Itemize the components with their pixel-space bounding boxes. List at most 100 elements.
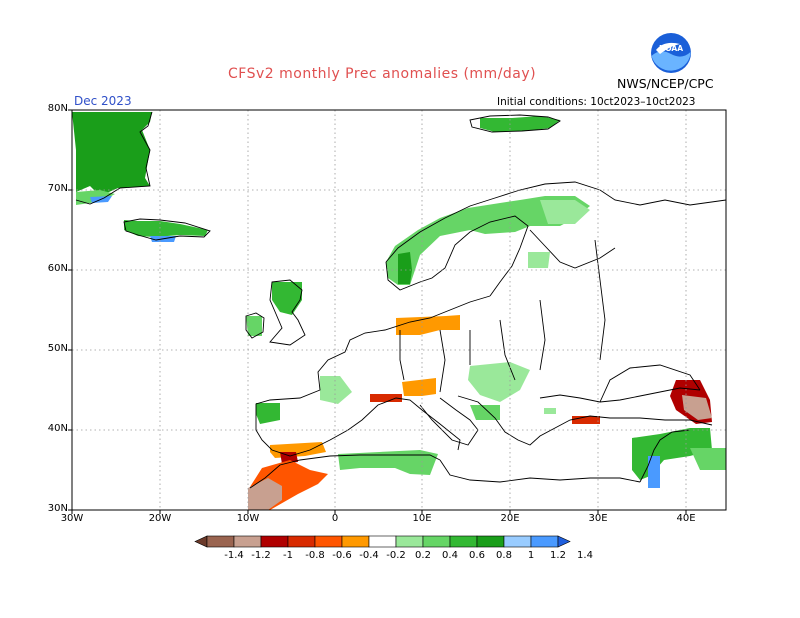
colorbar-high-arrow — [557, 535, 571, 548]
lat-label: 30N — [47, 503, 68, 514]
coastline — [245, 312, 265, 339]
coastline — [419, 397, 479, 446]
coastline — [439, 459, 641, 483]
anomaly-kola — [528, 252, 550, 268]
colorbar-swatch — [395, 535, 424, 548]
colorbar-low-arrow — [194, 535, 208, 548]
colorbar-label: 1.2 — [550, 550, 566, 561]
lon-label: 30E — [588, 513, 608, 524]
colorbar-label: 0.6 — [469, 550, 485, 561]
anomaly-morocco-coast — [248, 478, 282, 510]
coastline — [529, 229, 616, 269]
colorbar-label: -1.2 — [251, 550, 271, 561]
anomaly-iberia-south — [270, 442, 326, 458]
anomaly-iberia-northwest — [256, 403, 280, 424]
colorbar-swatch — [422, 535, 451, 548]
valid-month: Dec 2023 — [74, 94, 132, 108]
colorbar-swatch — [206, 535, 235, 548]
colorbar-label: -1.4 — [224, 550, 244, 561]
map-frame — [71, 109, 727, 511]
colorbar-swatch — [260, 535, 289, 548]
colorbar-label: 1 — [528, 550, 534, 561]
lat-label: 50N — [47, 343, 68, 354]
lon-label: 20E — [500, 513, 520, 524]
anomaly-france-west — [320, 376, 352, 404]
colorbar-label: -0.2 — [386, 550, 406, 561]
colorbar: -1.4 -1.2 -1 -0.8 -0.6 -0.4 -0.2 0.2 0.4 0.6 0.8 1 1… — [194, 535, 593, 561]
anomaly-ireland — [246, 316, 262, 336]
noaa-logo: NOAA — [651, 33, 691, 73]
coastline — [539, 299, 546, 371]
lon-label: 10W — [236, 513, 260, 524]
lon-label: 10E — [412, 513, 432, 524]
coastline — [599, 364, 701, 403]
colorbar-label: -0.6 — [332, 550, 352, 561]
anomaly-norway-southwest — [398, 252, 412, 284]
anomaly-crete-area — [544, 408, 556, 414]
lat-label: 40N — [47, 423, 68, 434]
colorbar-swatch — [368, 535, 397, 548]
agency-label: NWS/NCEP/CPC — [617, 76, 714, 91]
lon-label: 0 — [331, 513, 339, 524]
coastline — [399, 330, 405, 381]
colorbar-label: -0.8 — [305, 550, 325, 561]
grid-layer — [72, 110, 726, 510]
lat-label: 80N — [47, 103, 68, 114]
anomaly-northern-scandinavia — [540, 200, 590, 224]
colorbar-swatch — [476, 535, 505, 548]
coastline — [385, 181, 727, 263]
anomaly-germany-poland — [396, 315, 460, 335]
anomaly-italy-north — [370, 394, 402, 402]
lat-label: 60N — [47, 263, 68, 274]
colorbar-label: 1.4 — [577, 550, 593, 561]
colorbar-swatch — [287, 535, 316, 548]
colorbar-swatch — [314, 535, 343, 548]
anomaly-scotland — [272, 282, 302, 315]
coastline — [123, 218, 211, 241]
coastline — [255, 295, 491, 457]
coastline — [75, 111, 153, 205]
anomaly-levant-coast — [648, 456, 660, 488]
anomaly-alps — [402, 378, 436, 396]
coastline — [439, 329, 446, 393]
axis-ticks — [68, 109, 687, 514]
initial-conditions: Initial conditions: 10ct2023–10ct2023 — [497, 96, 696, 108]
colorbar-swatch — [449, 535, 478, 548]
coastline — [269, 279, 306, 346]
anomaly-ukraine — [468, 362, 530, 402]
colorbar-swatch — [503, 535, 532, 548]
anomaly-greenland-coast — [72, 112, 152, 196]
anomaly-norway-coast — [386, 196, 590, 285]
lon-label: 20W — [148, 513, 172, 524]
colorbar-swatch — [341, 535, 370, 548]
lon-label: 40E — [676, 513, 696, 524]
anomaly-svalbard — [480, 116, 560, 132]
colorbar-label: 0.2 — [415, 550, 431, 561]
anomaly-caucasus-east — [682, 395, 712, 420]
colorbar-label: 0.4 — [442, 550, 458, 561]
noaa-logo-text: NOAA — [659, 44, 683, 53]
colorbar-label: -0.4 — [359, 550, 379, 561]
coastline — [457, 395, 713, 446]
lon-label: 30W — [60, 513, 84, 524]
lat-label: 70N — [47, 183, 68, 194]
anomaly-algeria-tunisia — [338, 450, 438, 475]
coastline — [539, 387, 701, 403]
anomaly-iceland — [124, 220, 208, 237]
colorbar-swatch — [530, 535, 559, 548]
coastline — [469, 114, 562, 133]
coastline-layer — [75, 111, 727, 489]
colorbar-label: 0.8 — [496, 550, 512, 561]
anomaly-fill-layer — [72, 112, 726, 510]
coastline — [499, 319, 516, 381]
anomaly-middle-east — [690, 448, 726, 470]
anomaly-balkans — [470, 405, 500, 420]
colorbar-swatch — [233, 535, 262, 548]
coastline — [249, 454, 441, 489]
coastline — [639, 429, 691, 483]
coastline — [385, 215, 529, 297]
coastline — [594, 239, 606, 361]
map-title: CFSv2 monthly Prec anomalies (mm/day) — [228, 66, 537, 82]
colorbar-label: -1 — [283, 550, 293, 561]
